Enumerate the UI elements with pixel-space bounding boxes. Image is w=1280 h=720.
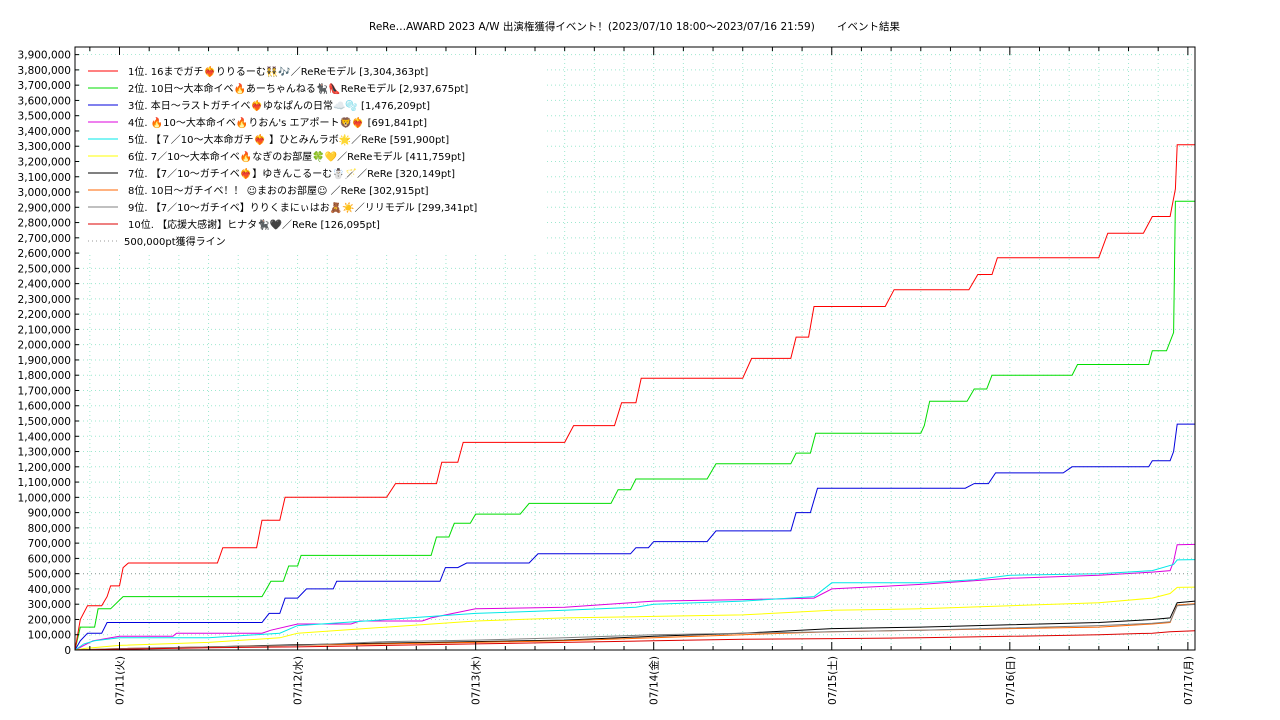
x-tick-label: 07/11(火)	[115, 656, 127, 705]
legend-label: 8位. 10日〜ガチイベ！！ ☺まおのお部屋☺ ／ReRe [302,915pt…	[128, 184, 429, 197]
y-tick-label: 3,300,000	[18, 141, 71, 153]
y-tick-label: 1,200,000	[18, 462, 71, 474]
y-tick-label: 1,000,000	[18, 492, 71, 504]
series-line-4	[74, 543, 1196, 651]
y-tick-label: 300,000	[28, 599, 71, 611]
y-tick-label: 2,100,000	[18, 324, 71, 336]
y-tick-label: 600,000	[28, 553, 71, 565]
legend-label: 7位. 【7／10〜ガチイベ❤️‍🔥】ゆきんこるーむ☃️🪄／ReRe [320,…	[128, 167, 455, 180]
y-tick-label: 3,100,000	[18, 172, 71, 184]
series-line-5	[74, 559, 1196, 651]
y-tick-label: 1,100,000	[18, 477, 71, 489]
y-tick-label: 3,000,000	[18, 187, 71, 199]
y-tick-label: 2,300,000	[18, 294, 71, 306]
y-tick-label: 3,700,000	[18, 80, 71, 92]
series-line-3	[74, 423, 1195, 651]
y-tick-label: 3,200,000	[18, 156, 71, 168]
x-tick-label: 07/13(木)	[471, 656, 483, 705]
legend-label: 3位. 本日〜ラストガチイベ❤️‍🔥ゆなぱんの日常☁️🫧 [1,476,209p…	[128, 99, 430, 112]
x-tick-label: 07/12(水)	[293, 656, 305, 705]
x-tick-label: 07/15(土)	[826, 656, 839, 705]
series-line-10	[74, 630, 1196, 651]
plot-frame	[74, 46, 1196, 651]
y-tick-label: 800,000	[28, 523, 71, 535]
y-tick-label: 900,000	[28, 508, 71, 520]
legend-label: 1位. 16までガチ❤️‍🔥りりるーむ👯🎶／ReReモデル [3,304,363…	[128, 65, 428, 78]
y-tick-label: 3,800,000	[18, 65, 71, 77]
y-tick-label: 2,800,000	[18, 218, 71, 230]
chart-title: ReRe…AWARD 2023 A/W 出演権獲得イベント！(2023/07/1…	[369, 20, 815, 33]
y-tick-label: 2,600,000	[18, 248, 71, 260]
y-tick-label: 2,700,000	[18, 233, 71, 245]
y-tick-label: 100,000	[28, 630, 71, 642]
y-tick-label: 1,600,000	[18, 401, 71, 413]
legend-label: 5位. 【７／10〜大本命ガチ❤️‍🔥 】ひとみんラボ🌟／ReRe [591,9…	[128, 133, 449, 146]
legend: 1位. 16までガチ❤️‍🔥りりるーむ👯🎶／ReReモデル [3,304,363…	[80, 55, 545, 255]
y-tick-label: 1,500,000	[18, 416, 71, 428]
legend-label: 4位. 🔥10〜大本命イベ🔥りおん's エアポート🦁❤️‍🔥 [691,841p…	[128, 116, 427, 129]
y-tick-label: 2,500,000	[18, 263, 71, 275]
y-tick-label: 2,000,000	[18, 340, 71, 352]
y-tick-label: 3,500,000	[18, 111, 71, 123]
series-line-7	[74, 600, 1196, 651]
x-tick-label: 07/17(月)	[1183, 656, 1195, 705]
axes: 0 100,000 200,000 300,000 400,000 500,000 600,…	[18, 46, 1196, 705]
y-tick-label: 1,800,000	[18, 370, 71, 382]
y-tick-label: 400,000	[28, 584, 71, 596]
y-tick-label: 1,900,000	[18, 355, 71, 367]
y-tick-label: 2,400,000	[18, 279, 71, 291]
legend-label: 9位. 【7／10〜ガチイベ】りりくまにぃはお🧸☀️／リリモデル [299,34…	[128, 201, 477, 214]
y-tick-label: 1,300,000	[18, 447, 71, 459]
y-tick-label: 1,400,000	[18, 431, 71, 443]
legend-label: 10位. 【応援大感謝】ヒナタ🐈‍⬛🖤／ReRe [126,095pt]	[128, 218, 380, 231]
y-tick-label: 500,000	[28, 569, 71, 581]
legend-label: 2位. 10日〜大本命イベ🔥あーちゃんねる🐈‍⬛👠ReReモデル [2,937,…	[128, 82, 468, 95]
y-tick-label: 2,900,000	[18, 202, 71, 214]
legend-box	[80, 55, 545, 255]
series-line-9	[74, 603, 1196, 651]
x-tick-label: 07/14(金)	[648, 656, 661, 705]
y-tick-label: 3,900,000	[18, 50, 71, 62]
legend-label: 6位. 7／10〜大本命イベ🔥なぎのお部屋🍀💛／ReReモデル [411,759…	[128, 150, 465, 163]
series-line-8	[74, 603, 1196, 651]
y-tick-label: 2,200,000	[18, 309, 71, 321]
y-tick-label: 200,000	[28, 614, 71, 626]
y-tick-label: 3,600,000	[18, 95, 71, 107]
x-tick-label: 07/16(日)	[1005, 656, 1017, 705]
series-line-1	[74, 144, 1195, 651]
y-tick-label: 3,400,000	[18, 126, 71, 138]
series-lines	[74, 144, 1196, 651]
series-line-6	[74, 586, 1196, 651]
legend-label: 500,000pt獲得ライン	[124, 235, 226, 248]
series-line-2	[74, 200, 1195, 651]
y-tick-label: 0	[64, 645, 71, 657]
y-tick-label: 700,000	[28, 538, 71, 550]
y-tick-label: 1,700,000	[18, 385, 71, 397]
chart-subtitle: イベント結果	[837, 20, 900, 33]
